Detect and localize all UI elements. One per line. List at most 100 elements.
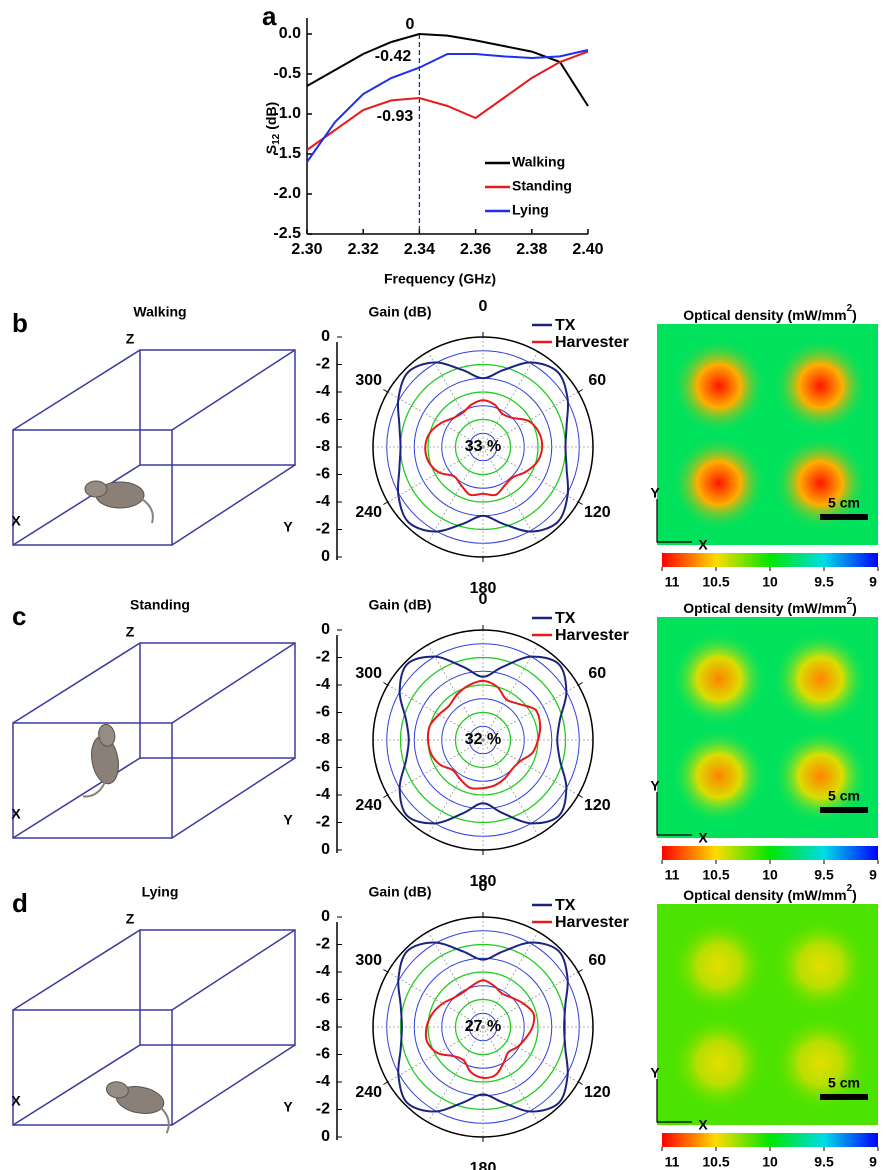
r-tick-label: 0 [321, 328, 330, 345]
angle-tick [578, 795, 582, 798]
r-tick-label: -2 [316, 649, 330, 666]
box-edge [172, 930, 295, 1010]
axis-y: Y [650, 485, 660, 501]
r-tick-label: -2 [316, 1101, 330, 1118]
box-edge [172, 643, 295, 723]
r-tick-label: -4 [316, 1073, 330, 1090]
r-tick-label: -2 [316, 814, 330, 831]
posture-title: Standing [130, 597, 190, 613]
r-tick-label: -8 [316, 438, 330, 455]
r-tick-label: -2 [316, 521, 330, 538]
spot [671, 435, 767, 531]
colorbar-tick-label: 11 [665, 867, 680, 883]
box-axis-x: X [11, 806, 21, 822]
r-tick-label: 0 [321, 1128, 330, 1145]
angle-tick-label: 180 [470, 1160, 497, 1170]
mouse [71, 723, 124, 797]
title-text: Optical density (mW/mm [683, 307, 846, 323]
y-label-sub: 12 [271, 133, 282, 145]
angle-tick-label: 240 [355, 1084, 382, 1101]
r-label: Gain (dB) [369, 884, 432, 900]
box-axis-z: Z [126, 624, 135, 640]
box-edge [13, 350, 140, 430]
angle-tick-label: 120 [584, 797, 611, 814]
box-edge [172, 1045, 295, 1125]
spot [671, 338, 767, 434]
box-edge [13, 643, 140, 723]
colorbar-tick-label: 9.5 [814, 1154, 834, 1170]
colorbar-tick-label: 9.5 [814, 867, 834, 883]
r-tick-label: 0 [321, 841, 330, 858]
angle-tick [578, 683, 582, 686]
angle-tick-label: 120 [584, 504, 611, 521]
legend-label: TX [555, 317, 576, 334]
colorbar-tick-label: 9 [869, 867, 877, 883]
heatmap-title: Optical density (mW/mm2) [683, 883, 857, 903]
spot [671, 918, 767, 1014]
spot [773, 918, 869, 1014]
angle-tick [578, 1082, 582, 1085]
y-tick-label: 0.0 [279, 25, 301, 42]
scale-bar [820, 514, 868, 520]
mouse-head [85, 481, 107, 497]
r-tick-label: -4 [316, 963, 330, 980]
mouse-tail [81, 782, 107, 797]
legend-label: TX [555, 610, 576, 627]
axis-x: X [698, 537, 708, 553]
spot [671, 1015, 767, 1111]
colorbar [662, 1133, 878, 1147]
legend-label: Harvester [555, 627, 629, 644]
r-tick-label: -8 [316, 1018, 330, 1035]
y-tick-label: -2.0 [273, 185, 301, 202]
angle-tick [383, 683, 387, 686]
panel-label: b [12, 308, 28, 338]
scale-bar [820, 1094, 868, 1100]
colorbar-tick-label: 9 [869, 574, 877, 590]
colorbar-tick-label: 10 [762, 574, 778, 590]
scale-bar-label: 5 cm [828, 1075, 860, 1091]
angle-tick [383, 502, 387, 505]
box-back [140, 643, 295, 758]
angle-tick-label: 240 [355, 797, 382, 814]
scale-bar-label: 5 cm [828, 788, 860, 804]
y-tick-label: -2.5 [273, 225, 301, 242]
angle-tick-label: 60 [588, 665, 606, 682]
legend-label: Walking [512, 154, 565, 170]
legend-label: Harvester [555, 914, 629, 931]
x-tick-label: 2.32 [348, 241, 379, 258]
x-tick-label: 2.40 [572, 241, 603, 258]
annotation: -0.93 [377, 108, 414, 125]
title-end: ) [852, 307, 857, 323]
colorbar-tick-label: 11 [665, 1154, 680, 1170]
panel-label: d [12, 888, 28, 918]
efficiency: 32 % [465, 731, 501, 748]
angle-tick [383, 390, 387, 393]
colorbar-tick-label: 11 [665, 574, 680, 590]
r-tick-label: -4 [316, 383, 330, 400]
r-tick-label: -6 [316, 991, 330, 1008]
spot [671, 631, 767, 727]
angle-tick [383, 1082, 387, 1085]
angle-tick-label: 0 [479, 298, 488, 315]
r-tick-label: -4 [316, 676, 330, 693]
r-tick-label: -2 [316, 356, 330, 373]
angle-tick-label: 300 [355, 665, 382, 682]
angle-tick [383, 970, 387, 973]
r-tick-label: -6 [316, 1046, 330, 1063]
box-edge [172, 758, 295, 838]
posture-title: Lying [142, 884, 179, 900]
box-axis-y: Y [283, 519, 293, 535]
r-label: Gain (dB) [369, 304, 432, 320]
legend-label: Standing [512, 178, 572, 194]
angle-tick-label: 0 [479, 591, 488, 608]
colorbar-tick-label: 10.5 [702, 1154, 729, 1170]
angle-tick [578, 390, 582, 393]
box-axis-x: X [11, 513, 21, 529]
angle-tick-label: 60 [588, 952, 606, 969]
r-tick-label: -4 [316, 493, 330, 510]
posture-title: Walking [133, 304, 186, 320]
heatmap-title: Optical density (mW/mm2) [683, 596, 857, 616]
spot [773, 631, 869, 727]
scale-bar [820, 807, 868, 813]
box-axis-x: X [11, 1093, 21, 1109]
